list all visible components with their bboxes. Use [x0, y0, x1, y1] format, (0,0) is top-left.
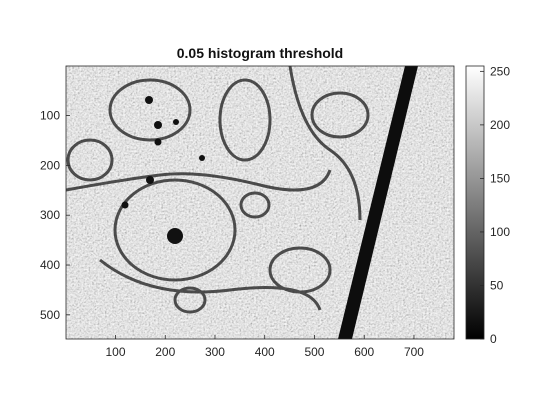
x-tick-label: 700 — [404, 345, 424, 359]
colorbar-tick-label: 250 — [490, 64, 510, 78]
y-tick-label: 500 — [40, 308, 60, 322]
x-tick-label: 600 — [354, 345, 374, 359]
colorbar-tick-label: 200 — [490, 118, 510, 132]
membrane-structures — [66, 66, 370, 314]
colorbar-tick-label: 0 — [490, 332, 497, 346]
y-tick-label: 100 — [40, 109, 60, 123]
dark-streak — [338, 66, 418, 339]
x-tick-label: 100 — [105, 345, 125, 359]
x-tick-label: 400 — [255, 345, 275, 359]
x-tick-label: 200 — [155, 345, 175, 359]
y-tick-label: 400 — [40, 258, 60, 272]
y-tick-label: 300 — [40, 208, 60, 222]
dark-vesicles — [121, 96, 205, 244]
micrograph-image — [66, 66, 454, 339]
colorbar-tick-label: 50 — [490, 278, 504, 292]
plot-frame — [65, 65, 455, 340]
colorbar-tick-label: 150 — [490, 171, 510, 185]
colorbar-axis: 0 50 100 150 200 250 — [480, 64, 510, 346]
chart-title: 0.05 histogram threshold — [177, 45, 343, 61]
x-tick-label: 300 — [205, 345, 225, 359]
x-tick-label: 500 — [304, 345, 324, 359]
colorbar-tick-label: 100 — [490, 225, 510, 239]
y-axis: 100 200 300 400 500 — [40, 109, 70, 322]
x-axis: 100 200 300 400 500 600 700 — [105, 335, 424, 359]
colorbar — [465, 65, 485, 340]
image-plot — [66, 66, 454, 339]
y-tick-label: 200 — [40, 158, 60, 172]
